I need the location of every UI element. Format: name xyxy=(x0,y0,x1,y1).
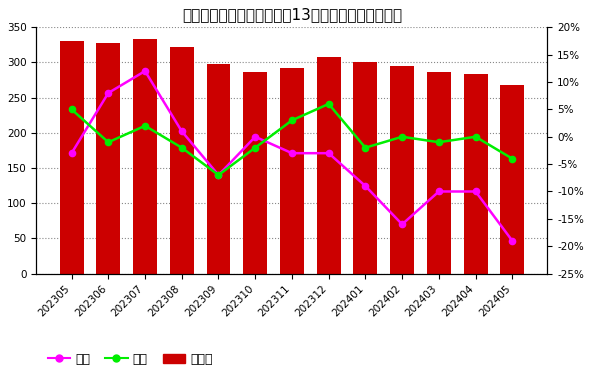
Bar xyxy=(206,64,230,274)
Bar xyxy=(501,85,524,274)
Title: 中国氧化铝全部生产商过去13个月进口铝土矿库存率: 中国氧化铝全部生产商过去13个月进口铝土矿库存率 xyxy=(182,7,402,22)
Bar xyxy=(96,43,120,274)
Bar xyxy=(243,71,267,274)
Bar xyxy=(317,57,340,274)
Bar xyxy=(170,47,194,274)
Bar xyxy=(353,62,377,274)
Bar xyxy=(133,39,157,274)
Bar xyxy=(427,72,451,274)
Bar xyxy=(60,41,83,274)
Bar xyxy=(463,74,488,274)
Bar xyxy=(280,68,304,274)
Legend: 同比, 环比, 库存率: 同比, 环比, 库存率 xyxy=(43,348,217,371)
Bar xyxy=(390,66,414,274)
